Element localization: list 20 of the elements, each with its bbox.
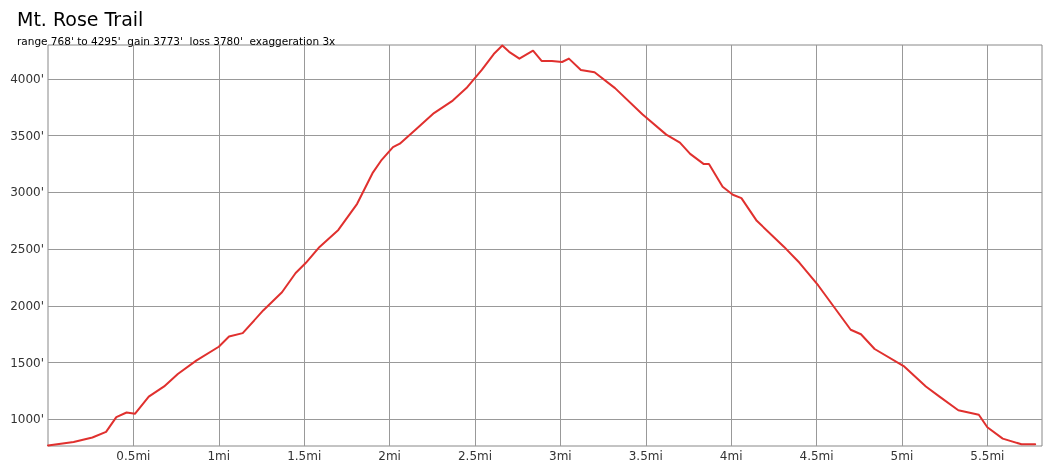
x-tick-label: 5.5mi bbox=[970, 449, 1005, 463]
x-tick-label: 0.5mi bbox=[116, 449, 151, 463]
x-tick-label: 1.5mi bbox=[287, 449, 322, 463]
chart-title: Mt. Rose Trail bbox=[17, 7, 144, 30]
y-tick-label: 1000' bbox=[10, 412, 44, 427]
y-tick-label: 4000' bbox=[10, 72, 44, 87]
x-tick-label: 1mi bbox=[207, 449, 231, 463]
y-tick-label: 3500' bbox=[10, 128, 44, 143]
y-tick-label: 3000' bbox=[10, 185, 44, 200]
x-tick-label: 5mi bbox=[890, 449, 914, 463]
x-tick-label: 4.5mi bbox=[799, 449, 834, 463]
x-tick-label: 2.5mi bbox=[457, 449, 493, 463]
y-tick-label: 2000' bbox=[10, 298, 44, 313]
x-tick-label: 4mi bbox=[719, 449, 743, 463]
y-tick-label: 1500' bbox=[10, 355, 44, 370]
x-tick-label: 3.5mi bbox=[628, 449, 663, 463]
y-tick-label: 2500' bbox=[10, 242, 44, 257]
chart-subtitle: range 768' to 4295' gain 3773' loss 3780' exaggeration 3x bbox=[17, 34, 336, 47]
x-tick-label: 3mi bbox=[549, 449, 572, 463]
x-tick-label: 2mi bbox=[378, 449, 401, 463]
